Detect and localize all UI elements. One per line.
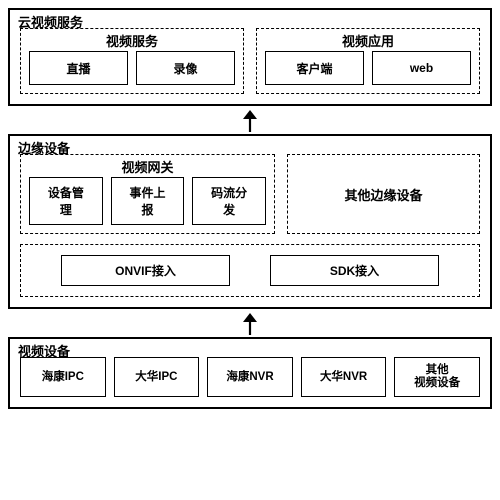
node-stream: 码流分 发 [192,177,266,225]
node-record: 录像 [136,51,235,85]
arrow-up-icon [239,313,261,335]
tier-cloud: 云视频服务 视频服务 直播 录像 视频应用 客户端 web [8,8,492,106]
cloud-row: 视频服务 直播 录像 视频应用 客户端 web [20,28,480,94]
access-nodes: ONVIF接入 SDK接入 [61,255,439,286]
node-other-device: 其他 视频设备 [394,357,480,397]
group-video-service-label: 视频服务 [21,31,243,50]
group-gateway-label: 视频网关 [21,157,274,176]
device-nodes: 海康IPC 大华IPC 海康NVR 大华NVR 其他 视频设备 [20,357,480,397]
group-video-app: 视频应用 客户端 web [256,28,480,94]
node-web: web [372,51,471,85]
group-gateway: 视频网关 设备管 理 事件上 报 码流分 发 [20,154,275,234]
arrow-cloud-edge [8,110,492,132]
group-other-edge-label: 其他边缘设备 [344,185,422,204]
app-nodes: 客户端 web [265,51,471,85]
node-hk-nvr: 海康NVR [207,357,293,397]
node-sdk: SDK接入 [270,255,439,286]
gateway-nodes: 设备管 理 事件上 报 码流分 发 [29,177,266,225]
node-client: 客户端 [265,51,364,85]
node-hk-ipc: 海康IPC [20,357,106,397]
tier-device: 视频设备 海康IPC 大华IPC 海康NVR 大华NVR 其他 视频设备 [8,337,492,409]
group-video-app-label: 视频应用 [257,31,479,50]
node-dh-ipc: 大华IPC [114,357,200,397]
node-onvif: ONVIF接入 [61,255,230,286]
group-other-edge: 其他边缘设备 [287,154,480,234]
node-devmgr: 设备管 理 [29,177,103,225]
edge-row-top: 视频网关 设备管 理 事件上 报 码流分 发 其他边缘设备 [20,154,480,234]
node-event: 事件上 报 [111,177,185,225]
tier-device-label: 视频设备 [18,341,70,360]
node-dh-nvr: 大华NVR [301,357,387,397]
group-video-service: 视频服务 直播 录像 [20,28,244,94]
arrow-up-icon [239,110,261,132]
node-live: 直播 [29,51,128,85]
tier-edge: 边缘设备 视频网关 设备管 理 事件上 报 码流分 发 其他边缘设备 ONVIF… [8,134,492,309]
group-access: ONVIF接入 SDK接入 [20,244,480,297]
service-nodes: 直播 录像 [29,51,235,85]
arrow-edge-device [8,313,492,335]
